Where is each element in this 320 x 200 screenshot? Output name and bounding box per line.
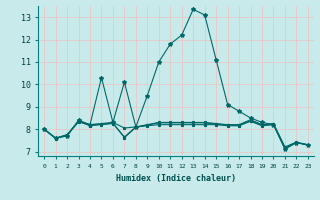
X-axis label: Humidex (Indice chaleur): Humidex (Indice chaleur) <box>116 174 236 183</box>
